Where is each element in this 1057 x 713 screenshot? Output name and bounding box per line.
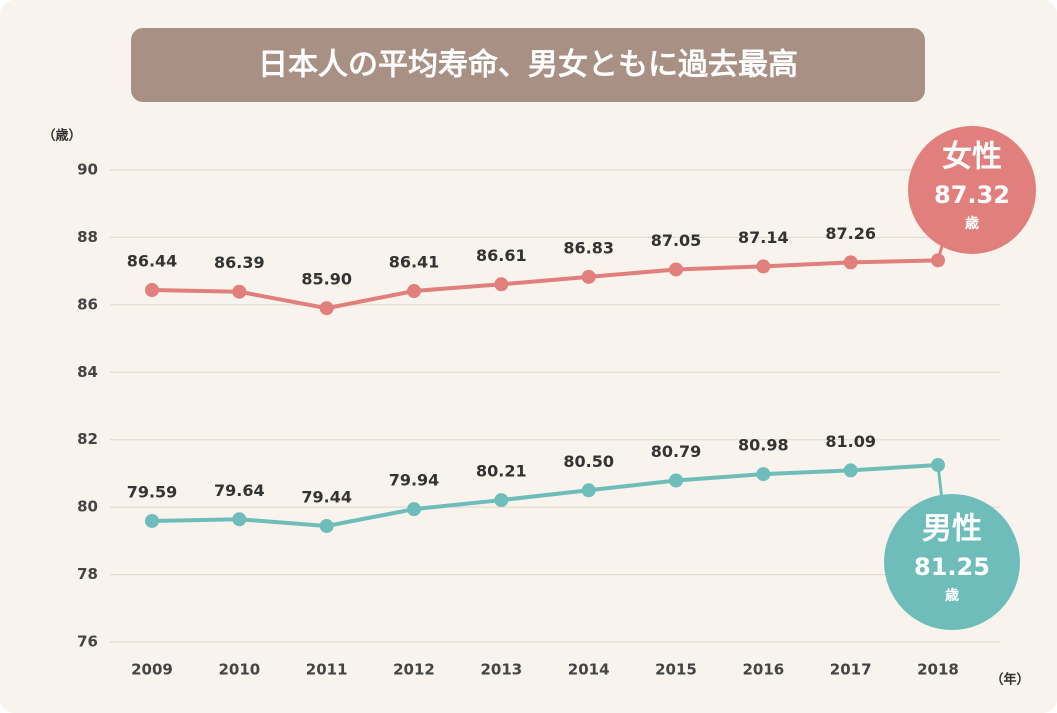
x-tick-label: 2012: [393, 661, 435, 679]
point: [494, 277, 509, 292]
y-tick-label: 80: [77, 498, 98, 516]
y-tick-label: 90: [77, 161, 98, 179]
legend-bubble: [884, 494, 1020, 630]
data-label: 86.44: [127, 252, 178, 271]
legend-value: 87.32: [934, 181, 1010, 209]
point: [232, 284, 247, 299]
x-tick-label: 2018: [917, 661, 959, 679]
point: [145, 513, 159, 528]
x-tick-label: 2011: [306, 661, 348, 679]
point: [843, 255, 858, 270]
point: [494, 493, 509, 508]
point: [581, 269, 596, 284]
legend-label: 男性: [922, 512, 982, 547]
data-label: 86.39: [214, 253, 265, 272]
x-tick-label: 2017: [830, 661, 872, 679]
legend-unit: 歳: [945, 587, 959, 604]
point: [407, 502, 421, 517]
point: [756, 259, 771, 274]
data-label: 87.05: [651, 231, 702, 250]
point: [669, 262, 683, 277]
point: [319, 519, 334, 534]
y-tick-label: 86: [77, 295, 98, 313]
x-tick-label: 2013: [480, 661, 522, 679]
y-unit: （歳）: [42, 128, 81, 144]
data-label: 86.83: [563, 238, 614, 257]
x-tick-label: 2015: [655, 661, 697, 679]
data-label: 85.90: [301, 270, 352, 289]
point: [319, 301, 334, 316]
legend-unit: 歳: [965, 215, 979, 232]
data-label: 79.64: [214, 481, 265, 500]
x-tick-label: 2010: [218, 661, 260, 679]
series-line: [151, 463, 939, 529]
data-label: 79.59: [127, 482, 178, 501]
legend-label: 女性: [942, 140, 1002, 175]
point: [756, 467, 771, 482]
data-label: 80.79: [651, 442, 702, 461]
chart-title: 日本人の平均寿命、男女ともに過去最高: [258, 48, 798, 83]
data-label: 80.98: [738, 436, 789, 455]
legend-bubble: [908, 126, 1036, 254]
data-label: 80.50: [563, 452, 614, 471]
point: [581, 483, 596, 498]
y-tick-label: 88: [77, 228, 98, 246]
data-label: 86.41: [389, 253, 440, 272]
point: [931, 253, 945, 268]
data-label: 80.21: [476, 462, 527, 481]
legend-value: 81.25: [914, 553, 990, 581]
title-box: [131, 28, 925, 102]
y-tick-label: 84: [77, 363, 98, 381]
point: [669, 473, 683, 488]
x-tick-label: 2014: [568, 661, 610, 679]
data-label: 87.26: [825, 224, 876, 243]
data-label: 79.94: [389, 471, 440, 490]
point: [407, 284, 421, 299]
point: [931, 458, 945, 472]
point: [843, 463, 858, 478]
point: [232, 512, 247, 527]
data-label: 86.61: [476, 246, 527, 265]
data-label: 81.09: [825, 432, 876, 451]
y-tick-label: 76: [77, 633, 98, 651]
point: [145, 283, 159, 298]
series-line: [151, 258, 939, 311]
data-label: 79.44: [301, 488, 352, 507]
y-tick-label: 82: [77, 430, 98, 448]
x-tick-label: 2009: [131, 661, 173, 679]
x-unit: （年）: [990, 672, 1029, 688]
x-tick-label: 2016: [742, 661, 784, 679]
y-tick-label: 78: [77, 565, 98, 583]
data-label: 87.14: [738, 228, 789, 247]
